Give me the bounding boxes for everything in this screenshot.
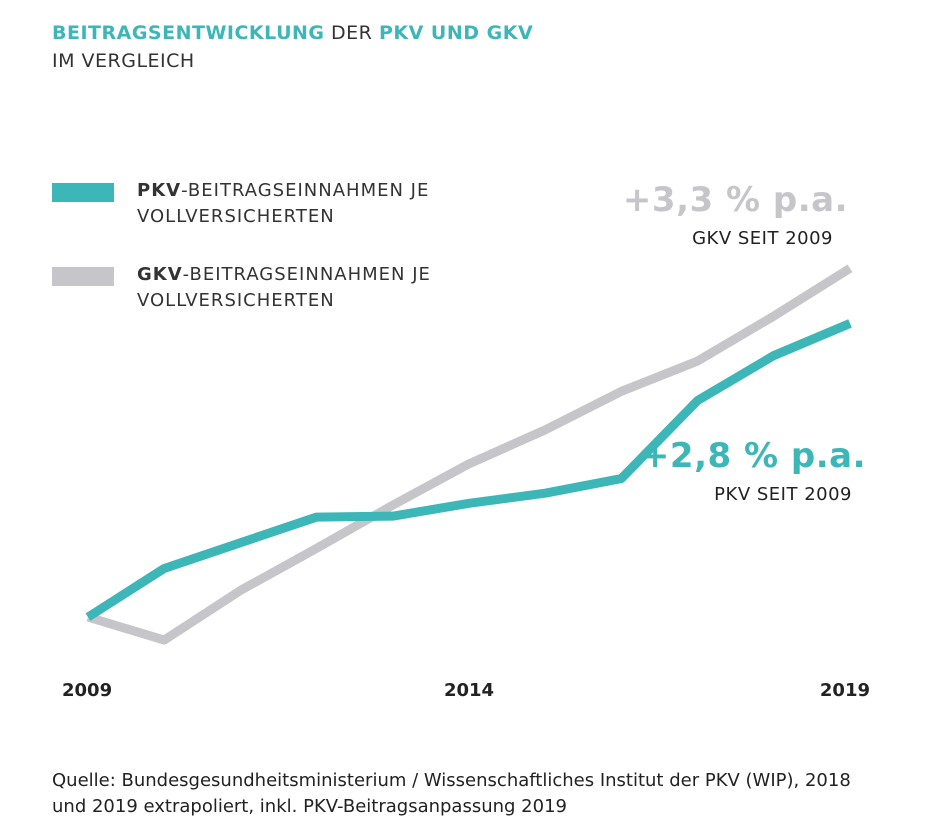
x-tick-label: 2009 (62, 680, 112, 701)
legend-swatch (52, 267, 114, 286)
annotation-note: GKV SEIT 2009 (692, 228, 833, 249)
legend-label: GKV-BEITRAGSEINNAHMEN JE VOLLVERSICHERTE… (137, 264, 431, 311)
legend-label: PKV-BEITRAGSEINNAHMEN JE VOLLVERSICHERTE… (137, 180, 430, 227)
series-line (86, 264, 853, 645)
title-part: DER (331, 22, 373, 44)
x-tick-label: 2019 (820, 680, 870, 701)
subtitle: IM VERGLEICH (52, 50, 195, 72)
x-tick-label: 2014 (444, 680, 494, 701)
legend-swatch (52, 183, 114, 202)
title-part: PKV UND GKV (378, 22, 534, 44)
source: Quelle: Bundesgesundheitsministerium / W… (52, 770, 851, 817)
annotation: +3,3 % p.a. (622, 180, 848, 220)
chart-title: BEITRAGSENTWICKLUNG DER PKV UND GKV (52, 22, 533, 44)
series-line (85, 319, 852, 621)
annotation-note: PKV SEIT 2009 (714, 484, 852, 505)
annotation: +2,8 % p.a. (640, 436, 866, 476)
title-part: BEITRAGSENTWICKLUNG (52, 22, 325, 44)
